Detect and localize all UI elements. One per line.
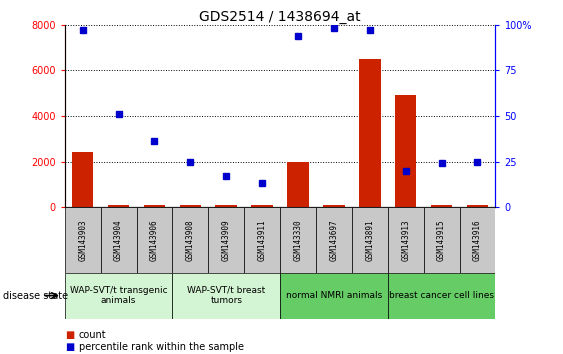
Text: ■: ■ [65, 330, 74, 339]
Bar [352, 207, 388, 273]
Bar [144, 205, 166, 207]
Text: GSM143916: GSM143916 [473, 219, 482, 261]
Text: WAP-SVT/t transgenic
animals: WAP-SVT/t transgenic animals [70, 286, 167, 305]
Text: ■: ■ [65, 342, 74, 352]
Bar [101, 207, 137, 273]
Text: count: count [79, 330, 106, 339]
Bar [280, 207, 316, 273]
Text: GSM143913: GSM143913 [401, 219, 410, 261]
Text: GSM143911: GSM143911 [258, 219, 267, 261]
Bar [467, 205, 488, 207]
Bar [172, 207, 208, 273]
Text: GSM143909: GSM143909 [222, 219, 231, 261]
Text: GSM143915: GSM143915 [437, 219, 446, 261]
Bar [388, 207, 424, 273]
Text: GSM143697: GSM143697 [329, 219, 338, 261]
Bar [388, 273, 495, 319]
Text: disease state: disease state [3, 291, 68, 301]
Bar [424, 207, 459, 273]
Bar [431, 205, 452, 207]
Bar [316, 207, 352, 273]
Text: GSM143906: GSM143906 [150, 219, 159, 261]
Text: GSM143904: GSM143904 [114, 219, 123, 261]
Bar [395, 96, 417, 207]
Text: GSM143891: GSM143891 [365, 219, 374, 261]
Text: GSM143903: GSM143903 [78, 219, 87, 261]
Bar [65, 273, 172, 319]
Text: GSM143908: GSM143908 [186, 219, 195, 261]
Bar [287, 161, 309, 207]
Text: GSM143330: GSM143330 [293, 219, 302, 261]
Text: WAP-SVT/t breast
tumors: WAP-SVT/t breast tumors [187, 286, 265, 305]
Text: normal NMRI animals: normal NMRI animals [286, 291, 382, 300]
Bar [216, 205, 237, 207]
Bar [72, 152, 93, 207]
Bar [359, 59, 381, 207]
Bar [180, 205, 201, 207]
Title: GDS2514 / 1438694_at: GDS2514 / 1438694_at [199, 10, 361, 24]
Bar [459, 207, 495, 273]
Bar [137, 207, 172, 273]
Bar [172, 273, 280, 319]
Bar [280, 273, 388, 319]
Bar [251, 205, 273, 207]
Bar [65, 207, 101, 273]
Bar [244, 207, 280, 273]
Bar [108, 205, 129, 207]
Bar [208, 207, 244, 273]
Bar [323, 205, 345, 207]
Text: breast cancer cell lines: breast cancer cell lines [389, 291, 494, 300]
Text: percentile rank within the sample: percentile rank within the sample [79, 342, 244, 352]
